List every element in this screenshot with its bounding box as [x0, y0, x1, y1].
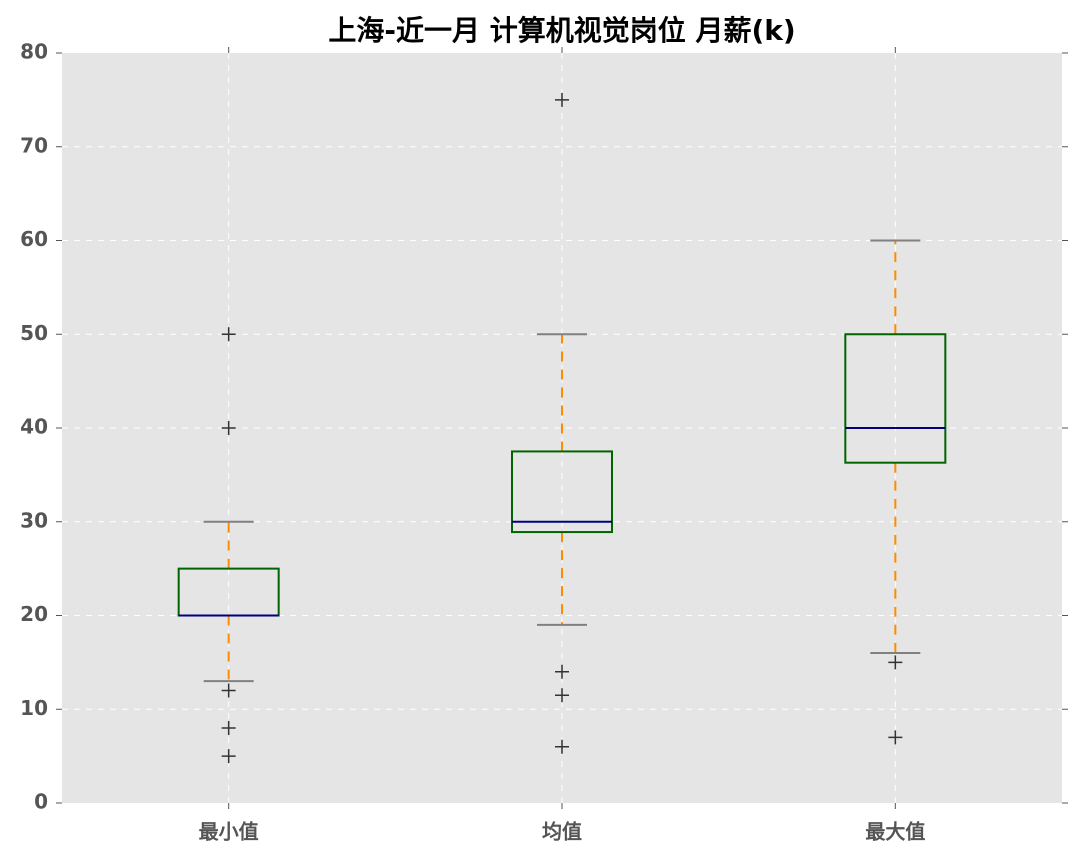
y-tick-label: 50 — [20, 321, 48, 345]
outlier — [221, 327, 236, 342]
outlier — [221, 721, 236, 735]
y-tick-label: 10 — [20, 696, 48, 720]
outlier — [555, 664, 569, 679]
outlier — [555, 688, 569, 703]
outlier — [888, 730, 903, 745]
y-tick-label: 70 — [20, 133, 48, 157]
y-tick-label: 30 — [20, 508, 48, 532]
outlier — [221, 421, 236, 435]
y-tick-label: 40 — [20, 415, 48, 439]
outlier — [555, 92, 569, 107]
x-tick-label: 最小值 — [199, 820, 259, 844]
chart-title: 上海-近一月 计算机视觉岗位 月薪(k) — [328, 14, 795, 47]
outlier — [221, 749, 236, 764]
x-tick-label: 最大值 — [865, 820, 925, 844]
y-tick-label: 80 — [20, 40, 48, 64]
y-tick-label: 60 — [20, 227, 48, 251]
outlier — [221, 683, 236, 698]
box — [511, 450, 613, 534]
x-tick-label: 均值 — [542, 820, 582, 844]
box — [844, 333, 947, 464]
outlier — [888, 655, 903, 670]
y-tick-label: 20 — [20, 602, 48, 626]
y-tick-label: 0 — [34, 790, 48, 814]
outlier — [555, 739, 569, 754]
